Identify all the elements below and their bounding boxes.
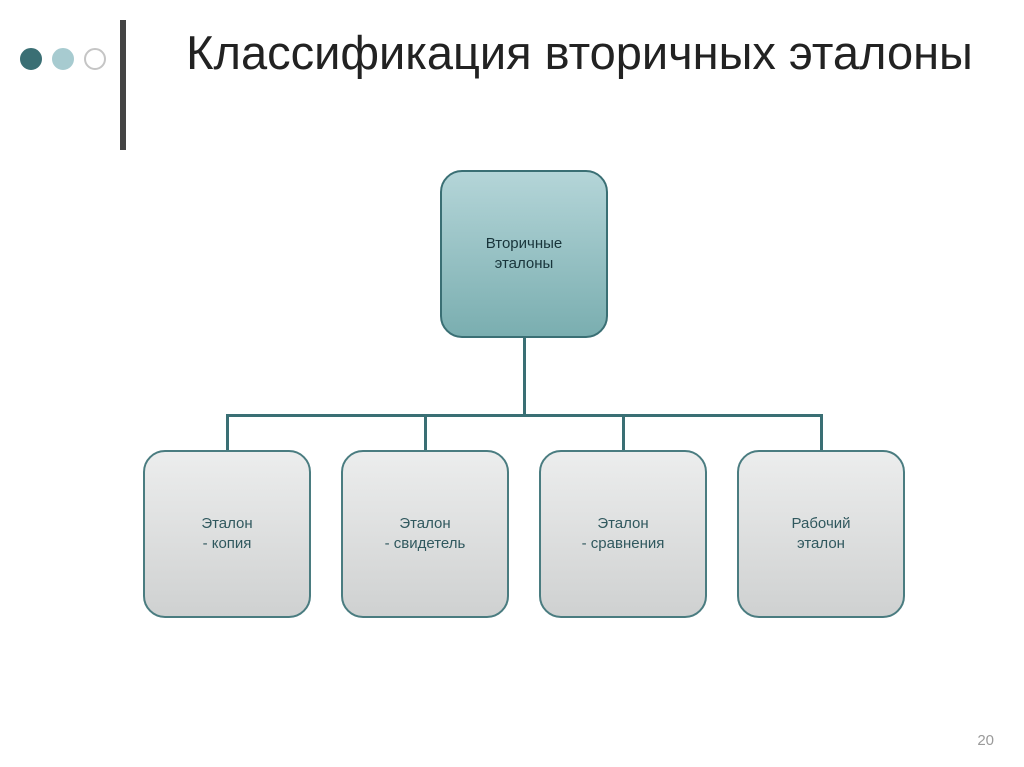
node-text-line: эталон xyxy=(797,534,845,554)
connector xyxy=(226,414,823,417)
org-chart: ВторичныеэталоныЭталон- копияЭталон- сви… xyxy=(0,160,1024,720)
connector xyxy=(424,414,427,450)
node-text-line: Эталон xyxy=(399,514,450,534)
node-text-line: эталоны xyxy=(495,254,554,274)
node-text-line: Рабочий xyxy=(791,514,850,534)
child-node-4: Рабочийэталон xyxy=(737,450,905,618)
connector xyxy=(226,414,229,450)
child-node-3: Эталон- сравнения xyxy=(539,450,707,618)
node-text-line: - свидетель xyxy=(385,534,466,554)
child-node-1: Эталон- копия xyxy=(143,450,311,618)
node-text-line: Эталон xyxy=(201,514,252,534)
decor-vertical-line xyxy=(120,20,126,150)
decor-dots xyxy=(20,48,106,70)
connector xyxy=(523,338,526,417)
dot-3 xyxy=(84,48,106,70)
root-node: Вторичныеэталоны xyxy=(440,170,608,338)
dot-2 xyxy=(52,48,74,70)
child-node-2: Эталон- свидетель xyxy=(341,450,509,618)
node-text-line: Эталон xyxy=(597,514,648,534)
node-text-line: Вторичные xyxy=(486,234,563,254)
slide-number: 20 xyxy=(977,732,994,749)
slide-title: Классификация вторичных эталоны xyxy=(155,24,1004,83)
dot-1 xyxy=(20,48,42,70)
node-text-line: - сравнения xyxy=(582,534,665,554)
node-text-line: - копия xyxy=(203,534,252,554)
connector xyxy=(622,414,625,450)
connector xyxy=(820,414,823,450)
